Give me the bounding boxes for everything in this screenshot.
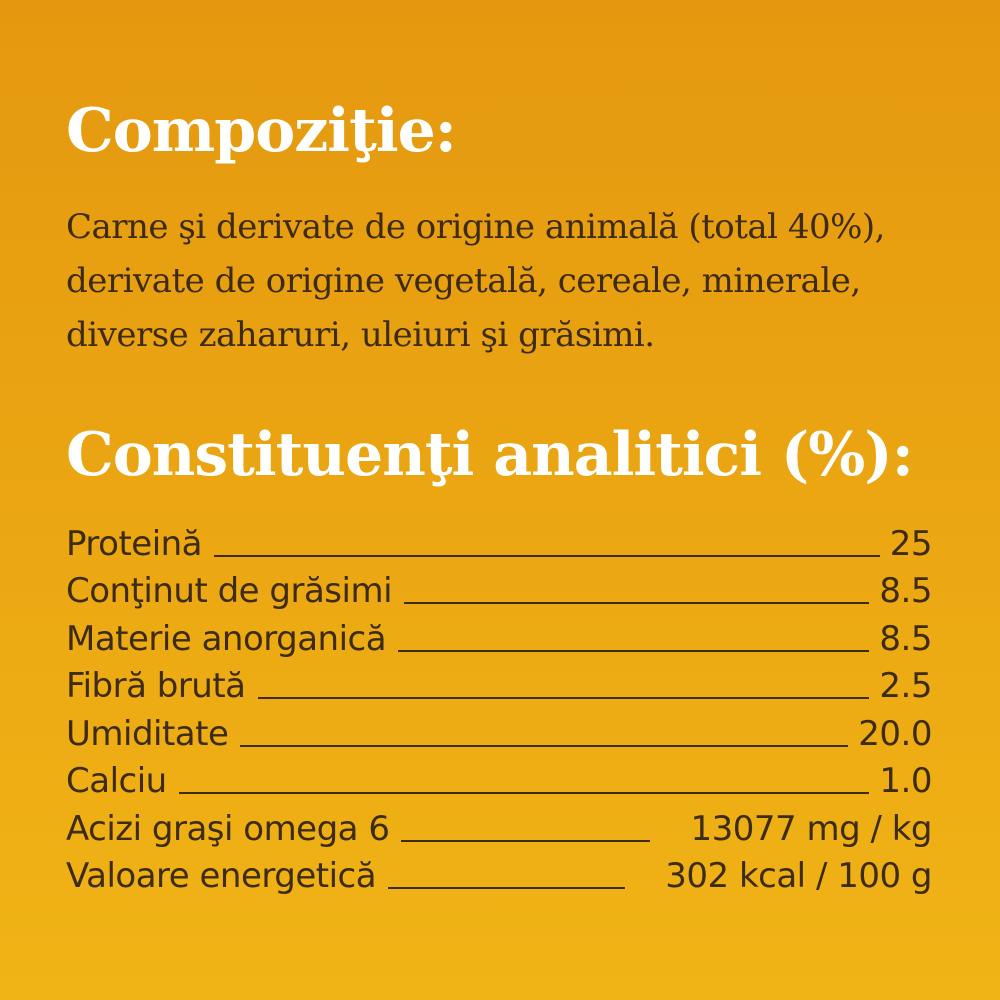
analytic-row-energy: Valoare energetică 302 kcal / 100 g [66, 853, 932, 901]
row-value: 13077 mg / kg [690, 808, 932, 849]
row-label: Proteină [66, 523, 203, 564]
analytic-row-calcium: Calciu 1.0 [66, 758, 932, 806]
analytic-table: Proteină 25 Conţinut de grăsimi 8.5 Mate… [66, 520, 933, 901]
leader-line [404, 602, 870, 604]
analytic-row-fibre: Fibră brută 2.5 [66, 663, 932, 711]
composition-heading: Compoziţie: [66, 96, 457, 166]
row-label: Conţinut de grăsimi [66, 571, 393, 611]
composition-text: Carne şi derivate de origine animală (to… [66, 200, 966, 362]
row-value: 8.5 [879, 618, 932, 659]
composition-line: diverse zaharuri, uleiuri şi grăsimi. [66, 315, 655, 355]
analytic-row-ash: Materie anorganică 8.5 [66, 615, 932, 663]
row-label: Valoare energetică [66, 856, 377, 896]
leader-line [214, 554, 880, 557]
row-value: 8.5 [879, 571, 932, 611]
row-value: 25 [889, 523, 933, 564]
row-value: 2.5 [879, 666, 932, 706]
analytic-row-protein: Proteină 25 [66, 520, 933, 568]
leader-line [257, 697, 870, 699]
composition-line: derivate de origine vegetală, cereale, m… [66, 261, 861, 301]
row-label: Acizi graşi omega 6 [66, 808, 390, 849]
row-value: 302 kcal / 100 g [665, 856, 932, 896]
composition-line: Carne şi derivate de origine animală (to… [66, 207, 886, 247]
row-label: Calciu [66, 761, 167, 801]
leader-line [398, 649, 870, 652]
analytic-heading: Constituenţi analitici (%): [66, 420, 914, 490]
leader-line [178, 792, 870, 794]
leader-line [240, 744, 849, 747]
row-value: 20.0 [858, 713, 932, 754]
row-value: 1.0 [879, 761, 932, 801]
analytic-row-fat: Conţinut de grăsimi 8.5 [66, 568, 932, 616]
row-label: Materie anorganică [66, 618, 387, 659]
row-label: Umiditate [66, 713, 229, 754]
analytic-row-moisture: Umiditate 20.0 [66, 710, 932, 758]
leader-line [388, 887, 626, 889]
leader-line [401, 839, 651, 842]
row-label: Fibră brută [66, 666, 246, 706]
analytic-row-omega6: Acizi graşi omega 6 13077 mg / kg [66, 805, 932, 853]
